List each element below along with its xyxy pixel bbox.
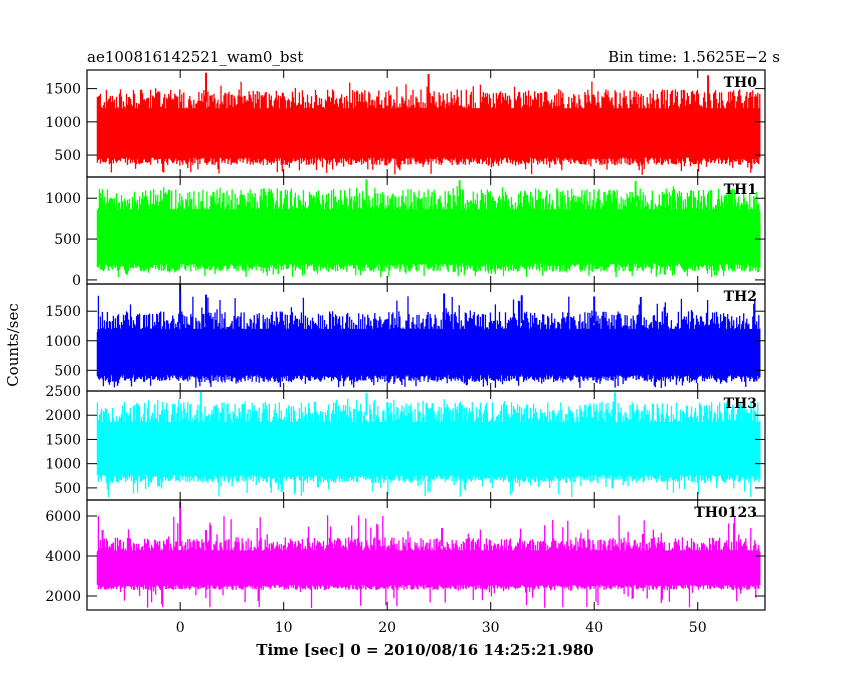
y-tick-label: 6000 — [45, 509, 81, 525]
y-tick-label: 1000 — [45, 334, 81, 350]
y-tick-label: 500 — [54, 148, 81, 164]
x-tick-label: 30 — [482, 620, 500, 636]
panel-th1: 0 500 1000 TH1 — [45, 176, 766, 289]
y-tick-label: 500 — [54, 232, 81, 248]
y-tick-label: 1500 — [45, 304, 81, 320]
y-tick-label: 500 — [54, 481, 81, 497]
series-band-th2 — [97, 328, 760, 376]
y-tick-label: 500 — [54, 363, 81, 379]
x-tick-label: 20 — [378, 620, 396, 636]
y-tick-label: 1500 — [45, 432, 81, 448]
y-tick-label: 4000 — [45, 549, 81, 565]
y-tick-label: 1000 — [45, 457, 81, 473]
panel-label-th0123: TH0123 — [694, 505, 757, 521]
series-band-th0123 — [97, 550, 760, 585]
chart-title: ae100816142521_wam0_bst — [87, 48, 303, 66]
series-band-th3 — [97, 422, 760, 475]
y-tick-label: 1000 — [45, 191, 81, 207]
series-band-th0 — [97, 108, 760, 158]
panel-th0: 500 1000 1500 TH0 — [45, 69, 766, 178]
x-tick-label: 10 — [275, 620, 293, 636]
panel-frame — [86, 499, 766, 611]
y-tick-label: 2000 — [45, 408, 81, 424]
panel-label-th3: TH3 — [724, 396, 757, 412]
x-tick-label: 0 — [176, 620, 185, 636]
panel-label-th1: TH1 — [724, 182, 757, 198]
x-tick-label: 50 — [689, 620, 707, 636]
panel-th3: 500 1000 1500 2000 2500 TH3 — [45, 384, 766, 501]
panel-th2: 500 1000 1500 TH2 — [45, 283, 766, 392]
y-tick-label: 2500 — [45, 384, 81, 400]
y-tick-label: 1000 — [45, 115, 81, 131]
y-axis-label: Counts/sec — [4, 303, 22, 387]
x-axis-label: Time [sec] 0 = 2010/08/16 14:25:21.980 — [256, 641, 593, 659]
bin-time-label: Bin time: 1.5625E−2 s — [608, 48, 780, 66]
panel-th0123: 2000 4000 6000 TH0123 — [45, 499, 766, 611]
y-tick-label: 1500 — [45, 82, 81, 98]
y-tick-label: 0 — [72, 273, 81, 289]
x-tick-label: 40 — [585, 620, 603, 636]
panel-label-th2: TH2 — [724, 289, 757, 305]
panel-label-th0: TH0 — [724, 75, 758, 91]
series-band-th1 — [97, 209, 760, 264]
y-tick-label: 2000 — [45, 589, 81, 605]
